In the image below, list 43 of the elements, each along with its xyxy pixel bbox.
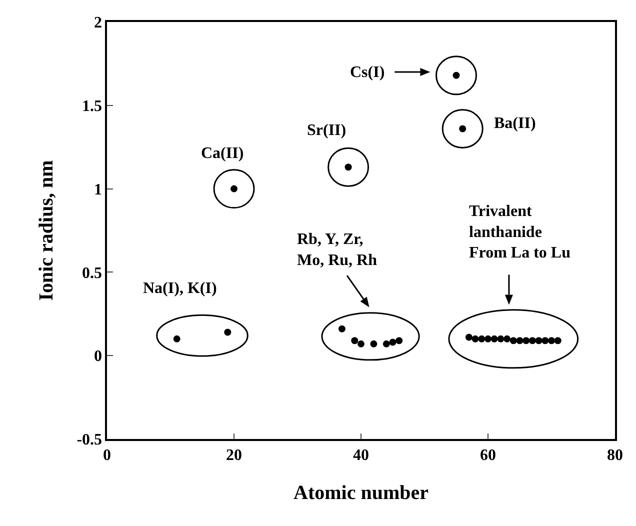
annotation: Cs(I) — [350, 64, 385, 81]
point — [504, 335, 511, 342]
x-tick-label: 60 — [480, 446, 496, 464]
point — [478, 335, 486, 342]
annotation: Na(I), K(I) — [143, 280, 217, 297]
y-axis-title: Ionic radius, nm — [36, 160, 58, 301]
x-tick-label: 20 — [226, 446, 242, 464]
y-tick-label: 1 — [94, 181, 102, 198]
point — [389, 338, 396, 346]
x-tick-label: 80 — [607, 446, 623, 464]
y-tick-label: 1.5 — [82, 98, 102, 115]
y-tick-label: -0.5 — [76, 432, 102, 449]
annotation: Sr(II) — [307, 122, 346, 139]
point — [351, 337, 358, 344]
annotation: Rb, Y, Zr, Mo, Ru, Rh — [297, 231, 378, 269]
y-tick-label: 0.5 — [82, 264, 102, 282]
point — [542, 337, 549, 344]
point — [370, 340, 378, 348]
point — [224, 328, 232, 336]
x-tick-label: 40 — [353, 446, 369, 464]
point — [516, 337, 524, 344]
point — [396, 337, 403, 344]
point — [554, 337, 562, 344]
point — [465, 334, 472, 341]
annotation: Trivalent lanthanide From La to Lu — [469, 203, 571, 262]
point — [382, 340, 390, 348]
point — [548, 337, 555, 344]
y-tick-label: 2 — [94, 14, 102, 32]
y-tick-label: 0 — [94, 348, 102, 366]
point — [173, 335, 180, 342]
point — [535, 337, 542, 344]
x-axis-title: Atomic number — [294, 482, 429, 504]
point — [497, 335, 504, 342]
point — [472, 335, 479, 342]
point — [528, 337, 536, 344]
point — [522, 337, 530, 344]
point — [358, 340, 364, 348]
point — [338, 325, 346, 332]
point — [490, 335, 498, 342]
point — [510, 337, 517, 344]
annotation: Ba(II) — [494, 115, 536, 132]
point — [484, 335, 492, 342]
annotation: Ca(II) — [201, 145, 244, 162]
